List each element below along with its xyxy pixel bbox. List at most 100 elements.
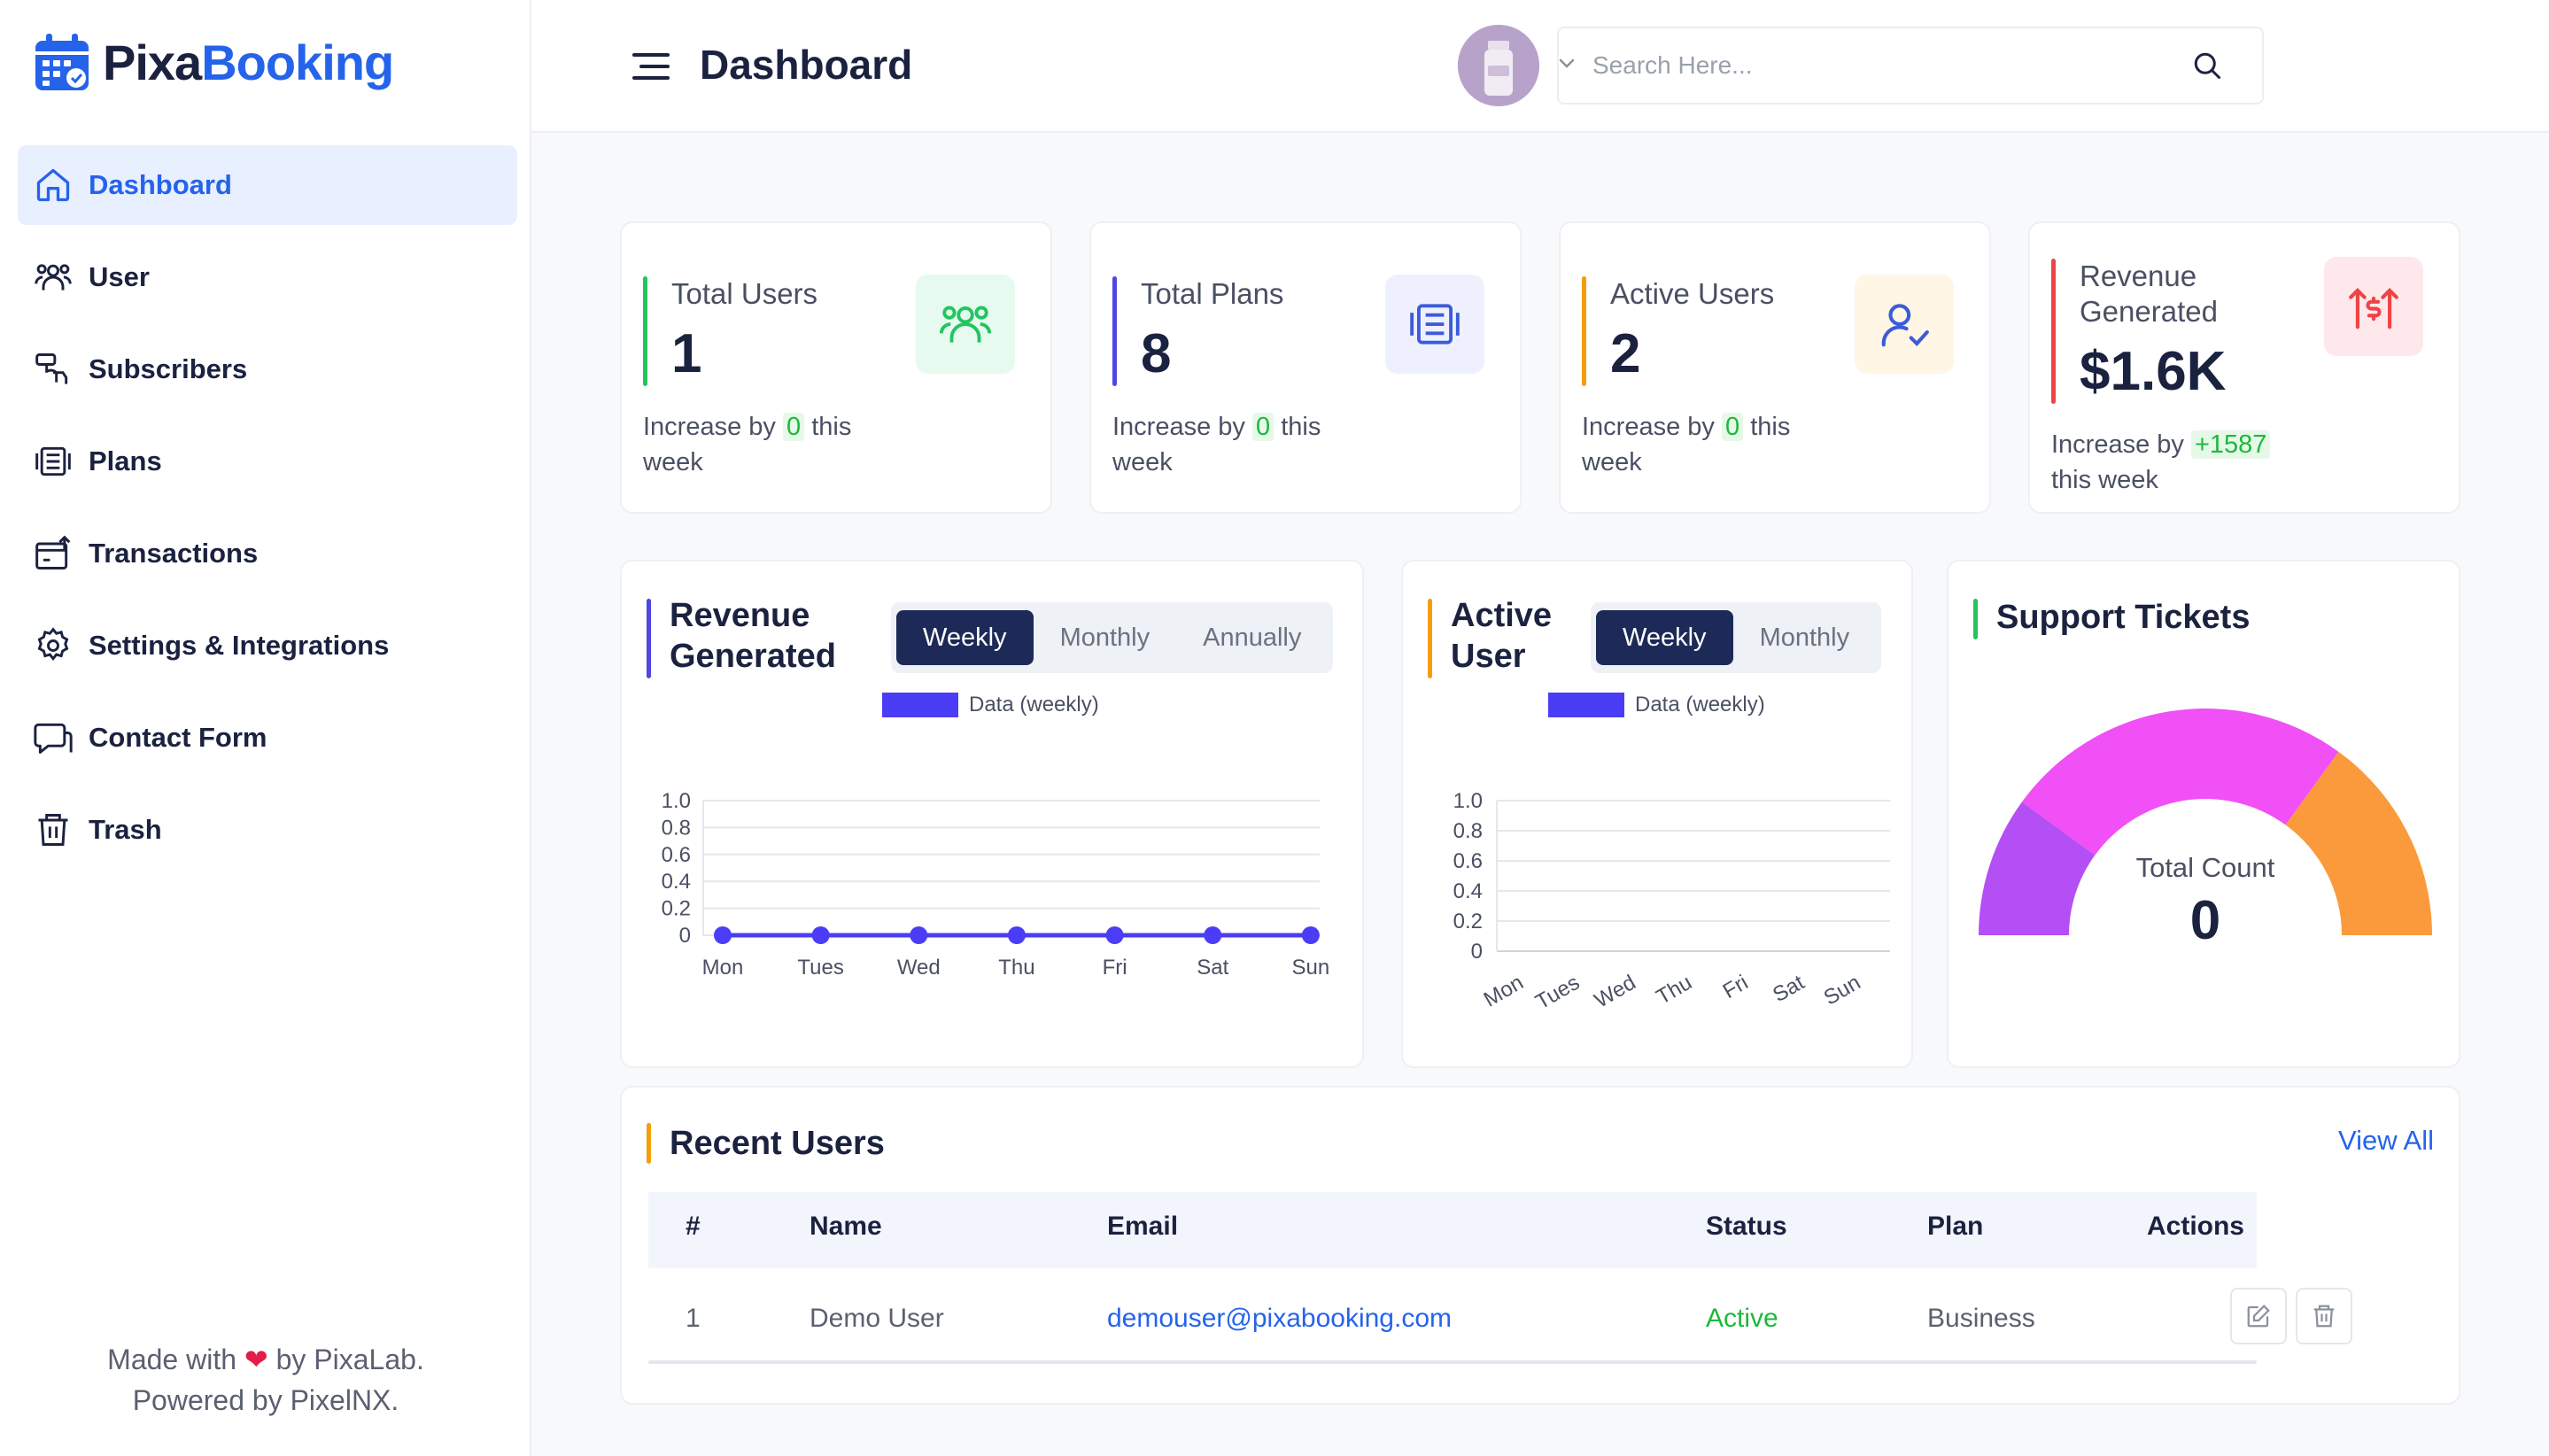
calendar-logo-icon (35, 34, 89, 90)
gear-icon (37, 627, 69, 662)
cell-status: Active (1706, 1304, 1778, 1333)
stat-icon-box (2324, 257, 2423, 356)
period-switcher: Weekly Monthly (1591, 602, 1882, 673)
increase-badge: 0 (782, 413, 805, 441)
active-user-chart-panel: Active User Weekly Monthly Data (weekly)… (1401, 560, 1913, 1068)
panel-accent-bar (647, 599, 651, 678)
y-tick-label: 0.4 (1453, 879, 1483, 903)
data-point (1105, 926, 1124, 944)
cell-number: 1 (686, 1304, 701, 1333)
sidebar-item-subscribers[interactable]: Subscribers (18, 329, 517, 409)
delete-button[interactable] (2296, 1288, 2352, 1344)
sidebar-item-label: Contact Form (89, 722, 267, 753)
sidebar-item-user[interactable]: User (18, 237, 517, 317)
increase-badge: 0 (1721, 413, 1744, 441)
y-tick-label: 0.8 (1453, 819, 1483, 843)
y-tick-label: 0.2 (1453, 910, 1483, 933)
x-tick-label: Fri (1719, 971, 1753, 1003)
revenue-icon (2349, 287, 2398, 329)
legend-label: Data (weekly) (969, 693, 1099, 716)
gauge-slice (2021, 709, 2339, 856)
menu-toggle-icon[interactable] (631, 50, 671, 83)
stat-title: Total Plans (1141, 277, 1284, 310)
x-tick-label: Thu (998, 956, 1034, 980)
x-tick-label: Wed (1591, 971, 1640, 1013)
search-input[interactable] (1559, 28, 2179, 103)
sidebar-item-label: User (89, 261, 150, 292)
home-icon (36, 168, 70, 202)
x-tick-label: Fri (1103, 956, 1127, 980)
stat-accent-bar (1582, 276, 1586, 386)
sidebar-item-settings[interactable]: Settings & Integrations (18, 606, 517, 685)
stat-footnote: Increase by +1587 this week (2051, 427, 2317, 498)
tab-annually[interactable]: Annually (1203, 623, 1302, 652)
panel-title: Recent Users (670, 1125, 885, 1162)
increase-badge: +1587 (2190, 430, 2271, 459)
support-tickets-gauge (1979, 709, 2432, 935)
x-tick-label: Tues (1531, 971, 1584, 1015)
support-tickets-panel: Support Tickets Total Count 0 (1947, 560, 2460, 1068)
edit-icon (2247, 1305, 2270, 1328)
cell-plan: Business (1927, 1304, 2035, 1333)
chart-legend: Data (weekly) (1548, 693, 1765, 717)
trash-icon (38, 814, 68, 846)
brand-name: PixaBooking (103, 34, 394, 90)
sidebar-item-contact-form[interactable]: Contact Form (18, 698, 517, 778)
column-header-name: Name (810, 1212, 882, 1241)
gauge-center-value: 0 (2189, 890, 2221, 951)
y-tick-label: 0 (679, 924, 691, 948)
column-header-actions: Actions (2146, 1212, 2244, 1241)
tab-weekly[interactable]: Weekly (1596, 610, 1733, 665)
sidebar-item-trash[interactable]: Trash (18, 790, 517, 870)
view-all-link[interactable]: View All (2338, 1125, 2434, 1156)
x-tick-label: Sun (1292, 956, 1330, 980)
stat-title: Revenue Generated (2080, 259, 2218, 328)
page-title: Dashboard (700, 42, 913, 88)
stat-footnote: Increase by 0 this week (1582, 413, 1791, 476)
panel-title: Active User (1451, 597, 1553, 675)
tab-monthly[interactable]: Monthly (1059, 623, 1151, 652)
stat-value: $1.6K (2080, 341, 2227, 402)
avatar[interactable] (1458, 25, 1539, 106)
stat-value: 8 (1141, 323, 1172, 384)
data-point (910, 926, 928, 944)
sidebar-item-plans[interactable]: Plans (18, 422, 517, 501)
active-user-bar-chart: 0 0.2 0.4 0.6 0.8 1.0 Mon Tues Wed Thu Fri Sat Sun (1453, 789, 1890, 1015)
table-header: # Name Email Status Plan Actions (648, 1192, 2257, 1268)
y-tick-label: 0.6 (662, 843, 691, 867)
tab-weekly[interactable]: Weekly (896, 610, 1034, 665)
column-header-number: # (686, 1212, 701, 1241)
increase-badge: 0 (1251, 413, 1274, 441)
sidebar-item-dashboard[interactable]: Dashboard (18, 145, 517, 225)
y-tick-label: 0.2 (662, 897, 691, 921)
stat-value: 1 (671, 323, 702, 384)
revenue-chart-panel: Revenue Generated Weekly Monthly Annuall… (620, 560, 1364, 1068)
legend-swatch (882, 693, 958, 717)
x-tick-label: Thu (1653, 971, 1696, 1010)
legend-swatch (1548, 693, 1624, 717)
data-point (1007, 926, 1026, 944)
gauge-slice (2285, 751, 2432, 935)
brand-logo[interactable]: PixaBooking (34, 32, 394, 92)
cell-email[interactable]: demouser@pixabooking.com (1107, 1304, 1452, 1333)
chevron-down-icon[interactable] (1557, 57, 1577, 71)
trash-icon (2313, 1305, 2335, 1328)
panel-accent-bar (1973, 599, 1978, 639)
stat-icon-box (916, 275, 1015, 374)
sidebar-item-transactions[interactable]: Transactions (18, 514, 517, 593)
stat-card-total-plans: Total Plans 8 Increase by 0 this week (1089, 221, 1522, 514)
made-with-text: Made with ❤ by PixaLab. (107, 1344, 424, 1375)
stat-card-revenue: Revenue Generated $1.6K Increase by +158… (2028, 221, 2460, 514)
stat-accent-bar (2051, 259, 2056, 404)
stat-card-total-users: Total Users 1 Increase by 0 this week (620, 221, 1052, 514)
legend-label: Data (weekly) (1635, 693, 1765, 716)
recent-users-panel: Recent Users View All # Name Email Statu… (620, 1086, 2460, 1405)
chat-icon (34, 723, 73, 754)
search-icon[interactable] (2191, 50, 2223, 81)
column-header-status: Status (1706, 1212, 1787, 1241)
users-icon (35, 264, 72, 290)
period-switcher: Weekly Monthly Annually (891, 602, 1334, 673)
tab-monthly[interactable]: Monthly (1759, 623, 1850, 652)
stat-title: Active Users (1610, 277, 1775, 310)
edit-button[interactable] (2230, 1288, 2287, 1344)
